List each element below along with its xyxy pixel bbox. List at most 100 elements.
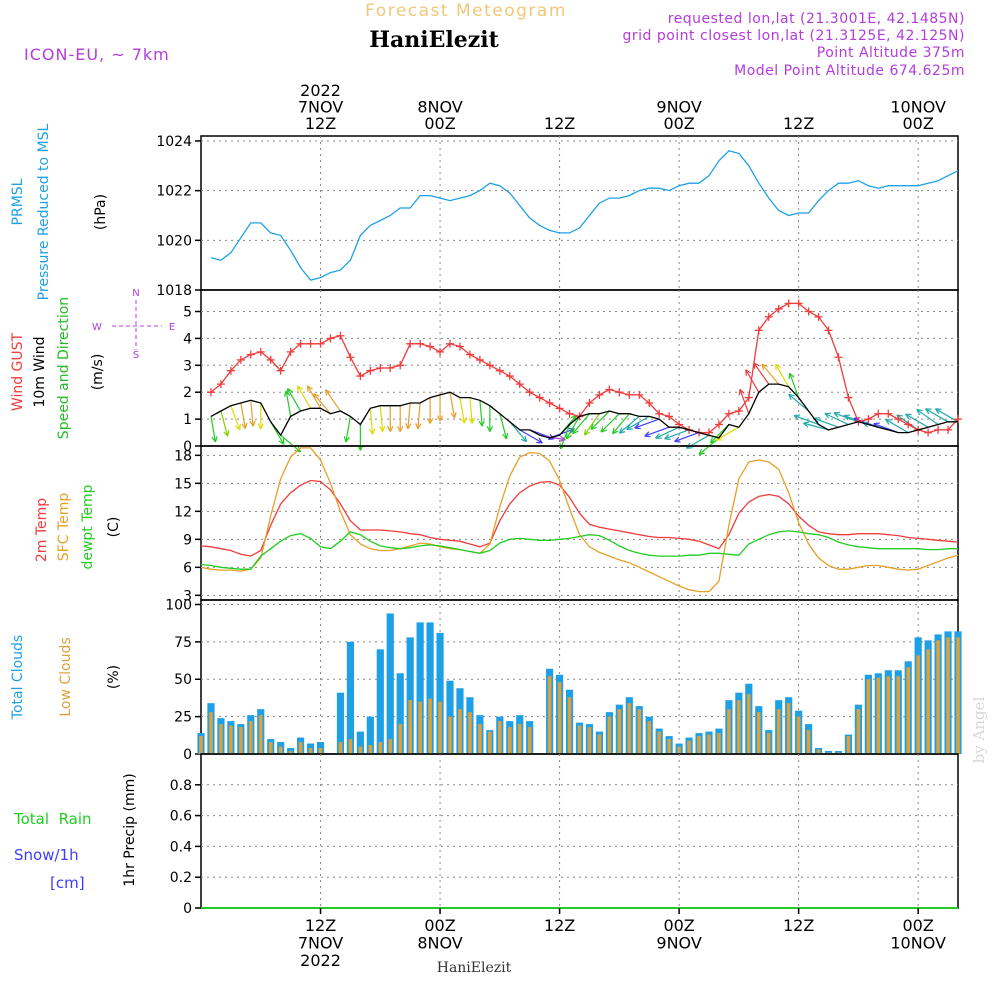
wind-arrow-shaft (479, 400, 483, 427)
wind-arrow-head (260, 423, 264, 430)
wind-arrow (925, 408, 949, 423)
wind-arrow-head (916, 408, 923, 412)
precip-ylabels: 1hr Precip (mm) Total Rain Snow/1h [cm] (13, 773, 138, 892)
total-cloud-bar (406, 637, 414, 754)
wind-arrow-head (399, 425, 404, 432)
cloud-label-unit: (%) (106, 665, 122, 689)
wind-arrow-shaft (803, 422, 829, 431)
wind-arrow-shaft (600, 413, 620, 433)
gust-marker (356, 372, 365, 381)
low-cloud-bar (478, 724, 482, 754)
wind-arrow-head (583, 429, 587, 436)
wind-arrow-head (460, 417, 465, 424)
gust-marker (834, 353, 843, 362)
gust-marker (635, 390, 644, 399)
clouds-ytick-label: 75 (174, 635, 192, 651)
wind-arrow-head (417, 423, 422, 430)
wind-arrow-head (548, 438, 555, 440)
wind-arrow-head (590, 423, 594, 430)
wind-arrow-shaft (634, 418, 660, 429)
low-cloud-bar (428, 698, 432, 754)
low-cloud-bar (667, 739, 671, 754)
wind-arrow-shaft (313, 393, 331, 415)
gust-marker (256, 347, 265, 356)
wind-arrow-head (252, 420, 256, 427)
precip-label-unit: 1hr Precip (mm) (122, 773, 138, 886)
low-cloud-bar (577, 725, 582, 754)
wind-arrow-head (753, 362, 760, 367)
low-cloud-bar (906, 667, 910, 754)
gust-marker (306, 339, 315, 348)
wind-arrow (761, 363, 780, 385)
wind-arrow (449, 392, 457, 419)
wind-arrow-head (794, 414, 801, 417)
wind-arrow-head (664, 438, 671, 440)
low-cloud-bar (348, 739, 353, 754)
temperature-frame (200, 445, 959, 601)
wind-ytick-label: 1 (183, 412, 192, 428)
wind-arrow-head (415, 423, 419, 430)
gust-marker (904, 420, 913, 429)
wind-arrow-head (520, 438, 527, 443)
wind-arrow-shaft (417, 402, 421, 429)
top-time-label: 9NOV (656, 98, 701, 117)
low-cloud-bar (687, 740, 691, 754)
wind-arrow (415, 402, 422, 430)
compass-south: S (133, 350, 139, 361)
wind-arrow-head (381, 425, 386, 432)
wind-arrow (486, 405, 494, 432)
wind-arrow (788, 393, 809, 412)
wind-arrow-head (843, 414, 850, 417)
cloud-ylabels: Total Clouds Low Clouds (%) (10, 635, 122, 720)
top-time-label: 12Z (305, 114, 336, 133)
wind-arrow-head (214, 436, 218, 443)
wind-arrow-head (345, 436, 350, 443)
wind-arrow-head (453, 411, 457, 418)
gust-marker (266, 355, 275, 364)
temp-label-dew: dewpt Temp (80, 484, 96, 569)
wind-arrow-head (674, 436, 680, 442)
top-time-label: 10NOV (890, 98, 946, 117)
low-cloud-bar (876, 677, 881, 754)
wind-arrow-head (761, 364, 765, 371)
wind-arrow-head (612, 430, 619, 435)
gust-marker (236, 355, 245, 364)
precipitation-ytick-label: 0 (183, 901, 192, 917)
gust-marker (794, 299, 803, 308)
point-altitude: Point Altitude 375m (817, 45, 965, 61)
gust-marker (485, 361, 494, 370)
wind-arrow (674, 431, 700, 443)
top-time-label: 12Z (544, 114, 575, 133)
wind-arrow-head (698, 452, 705, 456)
low-cloud-bar (249, 721, 253, 754)
wind-arrow-head (389, 425, 394, 432)
low-cloud-bar (288, 751, 293, 754)
wind-arrow (287, 388, 302, 412)
wind-arrow-head (287, 388, 293, 393)
wind-arrow-shaft (220, 410, 229, 437)
low-cloud-bar (856, 709, 861, 754)
wind-arrow-head (566, 435, 572, 440)
gust-marker (934, 425, 943, 434)
low-cloud-bar (657, 731, 661, 754)
gust-marker (535, 393, 544, 402)
wind-arrow (519, 429, 543, 444)
total-cloud-bar (366, 716, 374, 754)
total-cloud-bar (346, 641, 354, 754)
temperature-panel: 3 6 9 12 15 18 (174, 445, 959, 604)
wind-arrow (499, 413, 509, 440)
bottom-time-label: 00Z (424, 916, 455, 935)
gust-marker (246, 350, 255, 359)
wind-arrow-shaft (459, 397, 466, 424)
wind-ytick-label: 3 (183, 358, 192, 374)
wind-arrow-head (761, 363, 768, 368)
wind-arrow-head (369, 428, 374, 435)
low-cloud-bar (886, 676, 891, 754)
wind-arrow (436, 394, 444, 422)
low-cloud-bar (517, 724, 522, 754)
wind-arrow-head (584, 431, 591, 436)
gust-marker (784, 299, 793, 308)
gust-marker (774, 304, 783, 313)
low-cloud-bar (946, 637, 950, 754)
